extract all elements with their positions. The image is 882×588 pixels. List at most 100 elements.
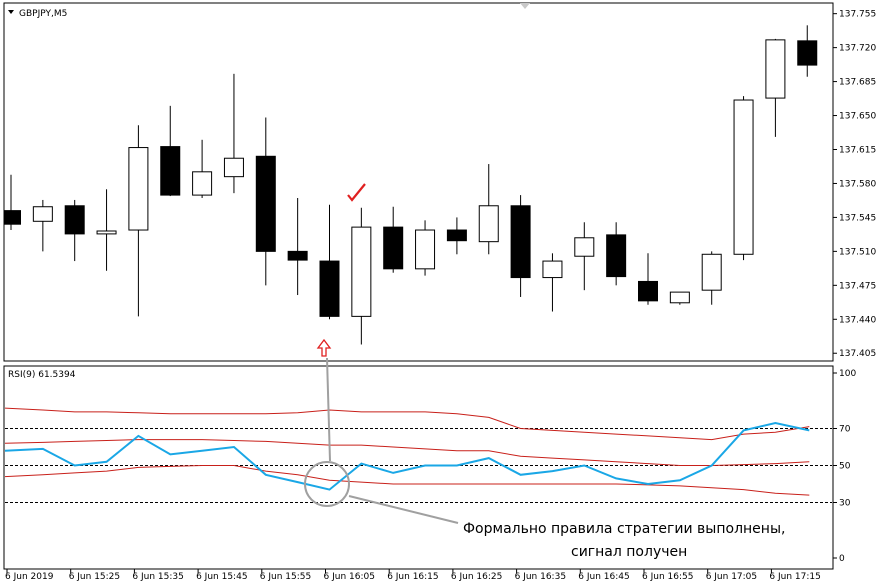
time-tick-label: 6 Jun 17:15 — [769, 572, 820, 582]
up-arrow-icon — [316, 338, 332, 357]
candle — [733, 96, 754, 261]
candle-body — [669, 291, 690, 304]
rsi-tick-label: 70 — [839, 425, 851, 435]
candle-body — [255, 155, 276, 252]
candle-body — [32, 206, 53, 222]
time-tick-label: 6 Jun 15:35 — [132, 572, 183, 582]
candles — [4, 25, 818, 345]
time-tick-label: 6 Jun 2019 — [5, 572, 54, 582]
price-tick-label: 137.405 — [839, 349, 876, 359]
candle-body — [64, 205, 85, 235]
candle-body — [510, 205, 531, 279]
candle-body — [574, 237, 595, 257]
signal-annotation: Формально правила стратегии выполнены, с… — [304, 183, 785, 560]
candle-body — [192, 171, 213, 196]
time-tick-label: 6 Jun 17:05 — [706, 572, 757, 582]
price-axis: 137.755 137.720 137.685 137.650 137.615 137.5… — [833, 10, 876, 359]
price-tick-label: 137.475 — [839, 281, 876, 291]
candle — [223, 73, 244, 194]
rsi-tick-label: 50 — [839, 462, 851, 472]
candle — [701, 251, 722, 305]
candle — [255, 117, 276, 286]
candle — [574, 222, 595, 291]
time-axis: 6 Jun 2019 6 Jun 15:25 6 Jun 15:35 6 Jun 15… — [5, 569, 821, 582]
candle-body — [542, 260, 563, 279]
signal-connector-line — [326, 357, 331, 462]
rsi-label: RSI(9) 61.5394 — [8, 370, 76, 380]
candle-body — [797, 40, 818, 66]
signal-circle — [304, 461, 350, 507]
price-tick-label: 137.755 — [839, 10, 876, 20]
candle-body — [319, 260, 340, 317]
candle — [160, 105, 181, 197]
lower-band-line — [4, 465, 810, 496]
candle — [4, 174, 21, 231]
candle-body — [733, 99, 754, 255]
candle-body — [160, 146, 181, 196]
symbol-label: GBPJPY,M5 — [19, 9, 67, 19]
time-tick-label: 6 Jun 15:45 — [196, 572, 247, 582]
price-tick-label: 137.720 — [839, 44, 876, 54]
candle-body — [351, 226, 372, 317]
candle — [606, 222, 627, 286]
candle — [765, 38, 786, 137]
candle-body — [446, 229, 467, 242]
scroll-marker-icon[interactable] — [520, 3, 530, 9]
candle — [319, 204, 340, 320]
candle — [192, 139, 213, 199]
time-tick-label: 6 Jun 15:55 — [260, 572, 311, 582]
candle-body — [765, 39, 786, 99]
rsi-line — [4, 421, 810, 491]
candle-body — [4, 210, 21, 225]
time-tick-label: 6 Jun 16:15 — [387, 572, 438, 582]
time-tick-label: 6 Jun 15:25 — [69, 572, 120, 582]
candle — [415, 220, 436, 276]
rsi-tick-label: 100 — [839, 369, 856, 379]
candle — [542, 253, 563, 312]
callout-line — [348, 495, 459, 524]
candle-body — [606, 234, 627, 278]
time-tick-label: 6 Jun 16:35 — [515, 572, 566, 582]
candle-body — [383, 226, 404, 270]
rsi-line-group — [4, 421, 810, 491]
candle — [96, 189, 117, 271]
rsi-tick-label: 0 — [839, 554, 845, 564]
price-tick-label: 137.510 — [839, 247, 876, 257]
checkmark-icon — [347, 183, 366, 202]
candle-body — [223, 157, 244, 178]
candle — [478, 164, 499, 255]
annotation-line1: Формально правила стратегии выполнены, — [463, 521, 785, 537]
price-tick-label: 137.545 — [839, 213, 876, 223]
candle-body — [415, 229, 436, 270]
time-tick-label: 6 Jun 16:25 — [451, 572, 502, 582]
candle-body — [96, 230, 117, 235]
time-tick-label: 6 Jun 16:45 — [578, 572, 629, 582]
rsi-axis: 100 70 50 30 0 — [833, 369, 856, 564]
candle — [287, 198, 308, 296]
rsi-level-lines — [5, 428, 832, 503]
candle — [128, 125, 149, 317]
time-tick-label: 6 Jun 16:55 — [642, 572, 693, 582]
candle-body — [638, 280, 658, 302]
price-tick-label: 137.440 — [839, 315, 876, 325]
candle-body — [128, 147, 149, 231]
rsi-tick-label: 30 — [839, 499, 851, 509]
candle — [32, 199, 53, 252]
time-tick-label: 6 Jun 16:05 — [324, 572, 375, 582]
candle — [351, 207, 372, 345]
candle-body — [701, 253, 722, 291]
price-tick-label: 137.580 — [839, 179, 876, 189]
price-tick-label: 137.685 — [839, 78, 876, 88]
price-tick-label: 137.650 — [839, 112, 876, 122]
candle — [446, 217, 467, 255]
annotation-line2: сигнал получен — [571, 544, 687, 560]
candle-body — [287, 250, 308, 261]
candle-body — [478, 205, 499, 243]
price-panel — [3, 2, 834, 362]
candle — [669, 291, 690, 305]
dropdown-triangle-icon[interactable] — [8, 10, 14, 14]
candle — [510, 195, 531, 297]
candle — [383, 206, 404, 273]
candle — [64, 199, 85, 262]
